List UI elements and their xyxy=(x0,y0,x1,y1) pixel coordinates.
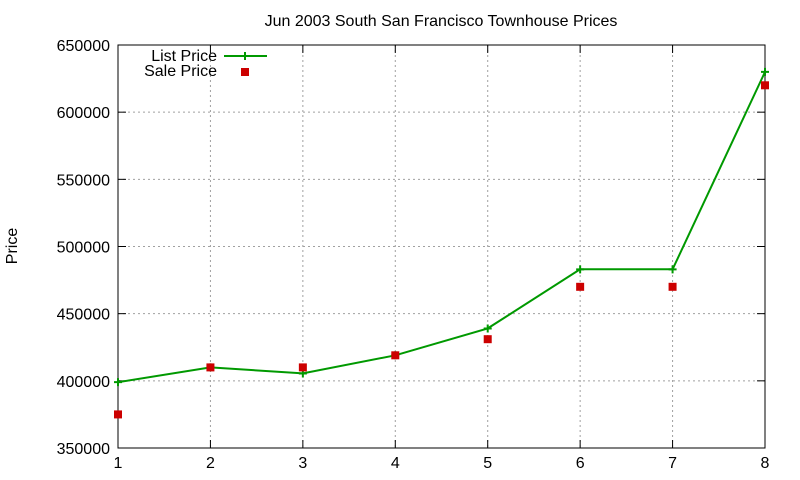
y-axis-label: Price xyxy=(4,228,21,265)
sale-price-point xyxy=(761,81,769,90)
plot-frame xyxy=(117,44,766,449)
x-tick-label: 5 xyxy=(483,455,492,472)
legend-marker-list-price xyxy=(241,52,249,60)
legend-label-list-price: List Price xyxy=(151,48,217,65)
sale-price-point xyxy=(391,351,400,360)
y-tick-label: 550000 xyxy=(57,172,110,189)
legend: List Price Sale Price xyxy=(144,48,267,80)
grid-lines xyxy=(118,45,765,448)
list-price-point xyxy=(483,324,492,333)
list-price-point xyxy=(668,265,677,274)
legend-marker-sale-price xyxy=(241,68,249,76)
sale-price-point xyxy=(298,363,307,372)
x-tick-label: 1 xyxy=(114,455,123,472)
list-price-point xyxy=(114,378,122,387)
y-tick-label: 600000 xyxy=(57,105,110,122)
x-tick-label: 4 xyxy=(391,455,400,472)
chart-title: Jun 2003 South San Francisco Townhouse P… xyxy=(265,13,618,30)
x-tick-label: 7 xyxy=(668,455,677,472)
y-tick-label: 400000 xyxy=(57,374,110,391)
x-tick-label: 3 xyxy=(298,455,307,472)
data-marks xyxy=(114,67,769,419)
sale-price-point xyxy=(114,410,122,419)
sale-price-point xyxy=(576,282,585,291)
sale-price-point xyxy=(668,282,677,291)
axis-ticks: 350000 400000 450000 500000 550000 600000 6500… xyxy=(57,38,770,472)
y-tick-label: 650000 xyxy=(57,38,110,55)
sale-price-point xyxy=(483,335,492,344)
x-tick-label: 6 xyxy=(576,455,585,472)
sale-price-point xyxy=(206,363,215,372)
y-tick-label: 350000 xyxy=(57,441,110,458)
legend-label-sale-price: Sale Price xyxy=(144,63,217,80)
y-tick-label: 500000 xyxy=(57,240,110,257)
list-price-point xyxy=(576,265,585,274)
series-line-list-price xyxy=(117,71,766,384)
list-price-point xyxy=(761,67,769,76)
y-tick-label: 450000 xyxy=(57,307,110,324)
x-tick-label: 8 xyxy=(761,455,770,472)
x-tick-label: 2 xyxy=(206,455,215,472)
